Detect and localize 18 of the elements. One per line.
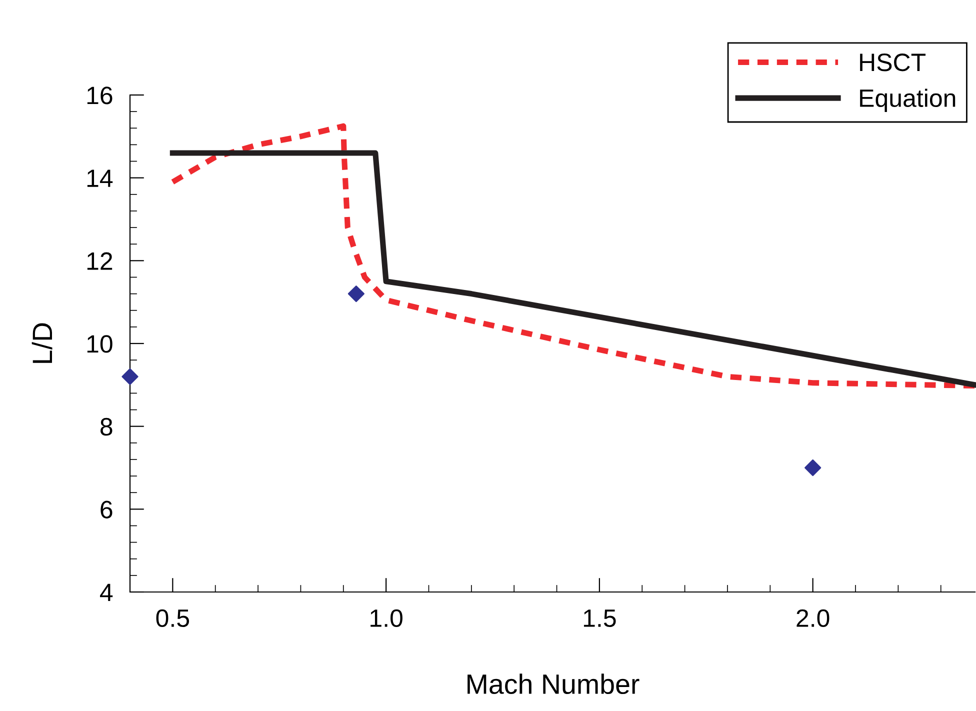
y-tick-label: 10 <box>87 335 112 353</box>
y-axis-title: L/D <box>32 323 52 363</box>
y-tick-label: 8 <box>100 418 112 436</box>
x-tick-label: 1.5 <box>584 610 616 628</box>
point <box>122 368 138 385</box>
point <box>804 459 822 476</box>
x-axis-title: Mach Number <box>468 674 640 694</box>
x-tick-label: 0.5 <box>156 609 190 628</box>
x-tick-label: 1.0 <box>370 609 402 628</box>
x-tick-label: 2.0 <box>796 609 830 628</box>
legend-label: HSCT <box>860 54 926 72</box>
point <box>348 286 364 302</box>
legend-label: Equation <box>860 88 956 112</box>
y-tick-label: 14 <box>87 170 113 187</box>
y-tick-label: 16 <box>87 86 112 104</box>
y-tick-label: 4 <box>100 584 113 602</box>
y-tick-label: 6 <box>100 500 112 518</box>
y-tick-label: 12 <box>87 252 112 270</box>
